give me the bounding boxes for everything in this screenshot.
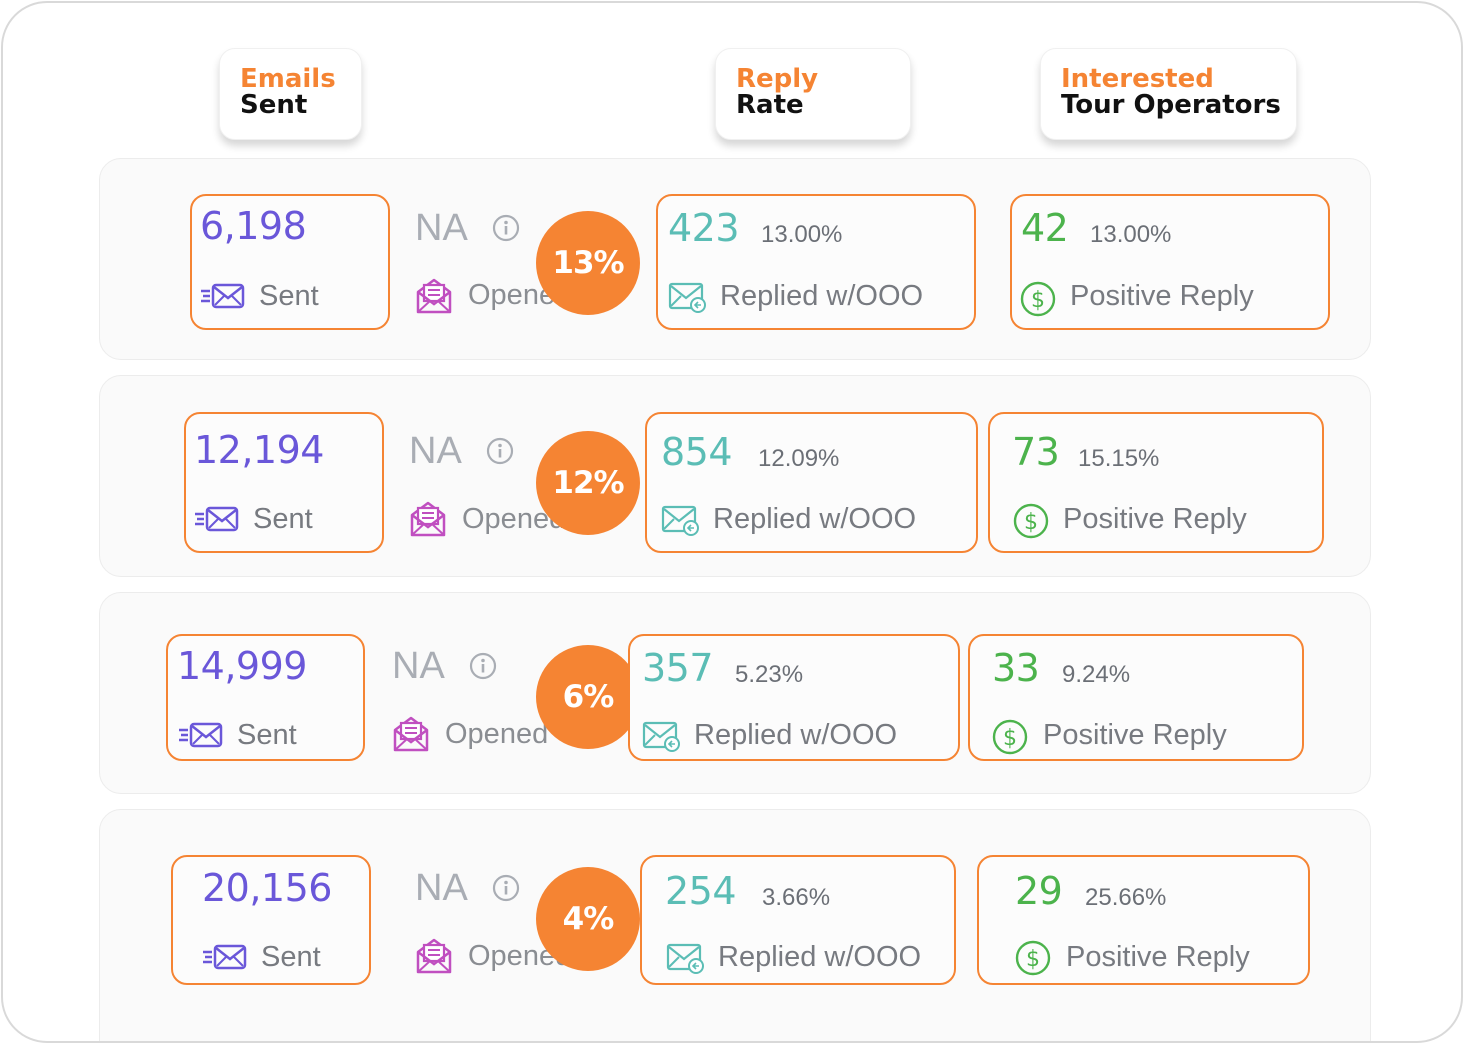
replied-count: 423 [668, 206, 740, 250]
positive-percent: 15.15% [1078, 445, 1160, 472]
header-interested-operators: Interested Tour Operators [1040, 48, 1297, 140]
replied-label: Replied w/OOO [718, 941, 922, 973]
replied-percent: 5.23% [735, 661, 804, 688]
dollar-icon: $ [1020, 281, 1056, 317]
positive-percent: 13.00% [1090, 221, 1172, 248]
header-line1: Interested [1061, 64, 1214, 94]
replied-percent: 13.00% [761, 221, 843, 248]
dollar-icon: $ [1013, 503, 1049, 539]
positive-label: Positive Reply [1070, 280, 1254, 312]
replied-box: 854 12.09% Replied w/OOO [645, 412, 978, 553]
svg-text:$: $ [1024, 510, 1038, 535]
open-envelope-icon [416, 938, 452, 974]
replied-label: Replied w/OOO [713, 503, 917, 535]
header-line2: Sent [240, 90, 308, 120]
info-icon[interactable] [491, 213, 521, 243]
dollar-icon: $ [992, 719, 1028, 755]
svg-text:$: $ [1003, 726, 1017, 751]
reply-rate-badge: 4% [536, 867, 640, 971]
positive-count: 33 [992, 646, 1040, 690]
open-envelope-icon [416, 278, 452, 314]
positive-count: 42 [1021, 206, 1069, 250]
positive-count: 73 [1012, 430, 1060, 474]
reply-rate-badge: 12% [536, 431, 640, 535]
reply-mail-icon [642, 721, 680, 752]
opened-value: NA [415, 867, 468, 909]
sent-count: 6,198 [200, 204, 307, 248]
replied-count: 357 [642, 646, 714, 690]
positive-box: 42 13.00% $ Positive Reply [1010, 194, 1330, 330]
replied-box: 254 3.66% Replied w/OOO [640, 855, 956, 985]
opened-value: NA [415, 207, 468, 249]
info-icon[interactable] [468, 651, 498, 681]
dollar-icon: $ [1015, 940, 1051, 976]
sent-mail-icon [201, 283, 245, 309]
header-line2: Tour Operators [1061, 90, 1281, 120]
reply-mail-icon [668, 282, 706, 313]
replied-box: 423 13.00% Replied w/OOO [656, 194, 976, 330]
sent-label: Sent [253, 503, 313, 535]
positive-count: 29 [1015, 869, 1063, 913]
positive-box: 29 25.66% $ Positive Reply [977, 855, 1310, 985]
opened-value: NA [409, 430, 462, 472]
sent-label: Sent [261, 941, 321, 973]
header-emails-sent: Emails Sent [219, 48, 362, 140]
sent-label: Sent [237, 719, 297, 751]
replied-label: Replied w/OOO [694, 719, 898, 751]
sent-count: 14,999 [177, 644, 307, 688]
info-icon[interactable] [485, 436, 515, 466]
reply-rate-badge: 6% [536, 645, 640, 749]
positive-box: 33 9.24% $ Positive Reply [968, 634, 1304, 761]
sent-box: 12,194 Sent [184, 412, 384, 553]
positive-percent: 25.66% [1085, 884, 1167, 911]
positive-box: 73 15.15% $ Positive Reply [988, 412, 1324, 553]
header-line2: Rate [736, 90, 804, 120]
reply-mail-icon [666, 943, 704, 974]
open-envelope-icon [393, 716, 429, 752]
open-envelope-icon [410, 501, 446, 537]
header-reply-rate: Reply Rate [715, 48, 911, 140]
sent-mail-icon [179, 722, 223, 748]
reply-rate-badge: 13% [536, 211, 640, 315]
sent-mail-icon [203, 944, 247, 970]
positive-percent: 9.24% [1062, 661, 1131, 688]
reply-mail-icon [661, 505, 699, 536]
replied-percent: 12.09% [758, 445, 840, 472]
info-icon[interactable] [491, 873, 521, 903]
sent-count: 20,156 [202, 866, 332, 910]
svg-text:$: $ [1026, 947, 1040, 972]
svg-text:$: $ [1031, 288, 1045, 313]
replied-percent: 3.66% [762, 884, 831, 911]
sent-mail-icon [195, 506, 239, 532]
sent-count: 12,194 [194, 428, 324, 472]
positive-label: Positive Reply [1063, 503, 1247, 535]
positive-label: Positive Reply [1043, 719, 1227, 751]
replied-box: 357 5.23% Replied w/OOO [628, 634, 960, 761]
header-line1: Emails [240, 64, 336, 94]
sent-box: 14,999 Sent [166, 634, 365, 761]
header-line1: Reply [736, 64, 819, 94]
sent-label: Sent [259, 280, 319, 312]
opened-value: NA [392, 645, 445, 687]
sent-box: 20,156 Sent [171, 855, 371, 985]
positive-label: Positive Reply [1066, 941, 1250, 973]
replied-count: 854 [661, 430, 733, 474]
sent-box: 6,198 Sent [190, 194, 390, 330]
replied-count: 254 [665, 869, 737, 913]
replied-label: Replied w/OOO [720, 280, 924, 312]
opened-label: Opened [445, 718, 549, 750]
